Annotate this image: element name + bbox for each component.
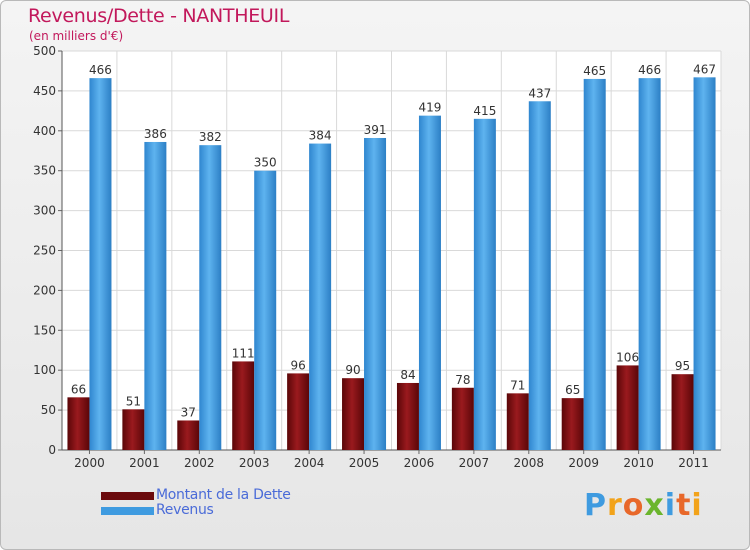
y-tick-label: 300 <box>33 204 56 218</box>
logo-letter: i <box>691 488 703 523</box>
bar-layer <box>67 77 716 451</box>
bar-debt-2001 <box>122 409 145 450</box>
data-label-debt: 78 <box>455 373 470 387</box>
bar-revenue-2000 <box>89 78 112 450</box>
bar-revenue-2010 <box>638 78 661 450</box>
bar-revenue-2008 <box>528 101 551 451</box>
data-label-debt: 95 <box>675 359 690 373</box>
data-label-debt: 111 <box>232 346 255 360</box>
logo-letter: P <box>584 488 607 523</box>
x-tick-label: 2011 <box>678 456 709 470</box>
bar-revenue-2009 <box>583 78 606 451</box>
data-label-revenue: 419 <box>419 101 442 115</box>
bar-debt-2010 <box>616 365 639 450</box>
grid-layer <box>61 50 722 451</box>
chart-title: Revenus/Dette - NANTHEUIL <box>28 5 290 27</box>
data-label-revenue: 466 <box>89 63 112 77</box>
bar-revenue-2001 <box>144 141 167 451</box>
bar-debt-2008 <box>506 393 529 450</box>
data-label-debt: 71 <box>510 378 525 392</box>
bar-debt-2007 <box>451 387 474 450</box>
data-label-debt: 37 <box>181 405 196 419</box>
legend-swatch-revenue <box>101 507 154 515</box>
bar-debt-2009 <box>561 398 584 450</box>
data-label-debt: 66 <box>71 382 86 396</box>
data-label-revenue: 384 <box>309 129 332 143</box>
bar-debt-2005 <box>342 378 365 450</box>
x-tick-label: 2008 <box>514 456 545 470</box>
legend-label-revenue: Revenus <box>156 502 214 518</box>
bar-debt-2004 <box>287 373 310 450</box>
chart-subtitle: (en milliers d'€) <box>29 29 124 43</box>
data-label-revenue: 350 <box>254 156 277 170</box>
y-tick-label: 50 <box>41 403 56 417</box>
logo-letter: x <box>644 488 665 523</box>
bar-revenue-2006 <box>418 115 441 450</box>
y-tick-label: 250 <box>33 244 56 258</box>
y-tick-label: 400 <box>33 124 56 138</box>
data-label-debt: 51 <box>126 394 141 408</box>
y-tick-label: 450 <box>33 84 56 98</box>
proxiti-logo: Proxiti <box>584 488 703 523</box>
x-tick-label: 2005 <box>349 456 380 470</box>
data-label-revenue: 467 <box>693 62 716 76</box>
y-tick-label: 0 <box>48 443 56 457</box>
x-tick-label: 2001 <box>129 456 160 470</box>
x-tick-label: 2010 <box>623 456 654 470</box>
data-label-revenue: 382 <box>199 130 222 144</box>
x-tick-label: 2007 <box>459 456 490 470</box>
logo-letter: i <box>664 488 677 523</box>
data-label-debt: 65 <box>565 383 580 397</box>
legend-swatch-debt <box>101 492 154 500</box>
data-label-revenue: 465 <box>583 64 606 78</box>
bar-debt-2002 <box>177 420 200 450</box>
y-tick-label: 500 <box>33 44 56 58</box>
logo-letter: t <box>676 488 692 523</box>
bar-debt-2003 <box>232 361 255 450</box>
y-tick-label: 350 <box>33 164 56 178</box>
x-tick-label: 2004 <box>294 456 325 470</box>
legend-label-debt: Montant de la Dette <box>156 487 291 503</box>
logo-letter: o <box>622 488 645 523</box>
data-label-revenue: 415 <box>473 104 496 118</box>
x-tick-label: 2006 <box>404 456 435 470</box>
data-label-revenue: 466 <box>638 63 661 77</box>
data-label-revenue: 437 <box>528 86 551 100</box>
bar-debt-2011 <box>671 374 694 450</box>
y-tick-label: 100 <box>33 363 56 377</box>
y-tick-label: 150 <box>33 323 56 337</box>
data-label-debt: 96 <box>290 358 305 372</box>
data-label-revenue: 391 <box>364 123 387 137</box>
bar-revenue-2003 <box>254 170 277 450</box>
data-label-debt: 90 <box>345 363 360 377</box>
data-label-revenue: 386 <box>144 127 167 141</box>
axis-layer: 0 50 100 150 200 250 300 350 400 450 500 2000 2001 20… <box>33 44 721 470</box>
data-label-debt: 84 <box>400 368 415 382</box>
x-tick-label: 2003 <box>239 456 270 470</box>
label-layer: 66 466 51 386 37 382 111 350 96 384 90 391 84 419 78 41… <box>71 62 716 419</box>
data-label-debt: 106 <box>616 350 639 364</box>
bar-debt-2000 <box>67 397 90 450</box>
x-tick-label: 2009 <box>568 456 599 470</box>
x-tick-label: 2002 <box>184 456 215 470</box>
bar-revenue-2005 <box>364 137 387 450</box>
bar-revenue-2004 <box>309 143 332 450</box>
bar-debt-2006 <box>396 382 419 450</box>
bar-revenue-2002 <box>199 145 222 450</box>
y-tick-label: 200 <box>33 283 56 297</box>
x-tick-label: 2000 <box>74 456 105 470</box>
logo-letter: r <box>607 488 623 523</box>
bar-revenue-2011 <box>693 77 716 451</box>
bar-revenue-2007 <box>473 118 496 450</box>
